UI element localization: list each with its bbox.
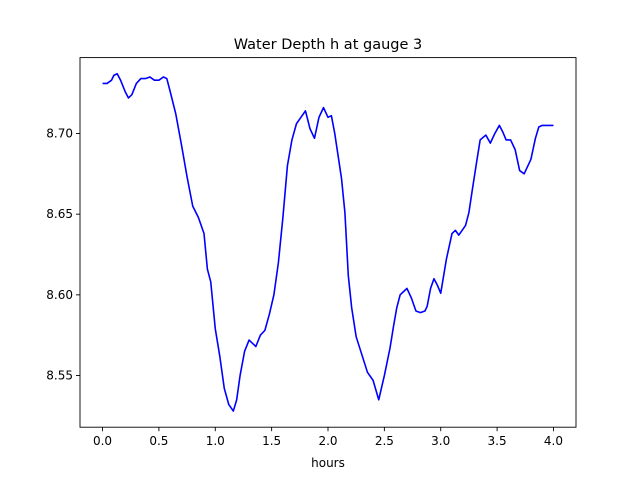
x-tick-label: 0.0 [93,434,112,448]
y-tick-label: 8.60 [46,288,73,302]
x-tick-label: 0.5 [149,434,168,448]
x-tick-label: 1.5 [262,434,281,448]
x-tick-label: 1.0 [206,434,225,448]
chart-title: Water Depth h at gauge 3 [234,37,422,53]
y-tick-label: 8.55 [46,369,73,383]
x-tick-label: 3.5 [488,434,507,448]
x-tick-label: 2.5 [375,434,394,448]
y-tick-label: 8.70 [46,126,73,140]
x-tick-label: 2.0 [318,434,337,448]
series-layer [102,72,554,412]
x-axis: 0.0 0.5 1.0 1.5 2.0 2.5 3.0 3.5 4.0 [93,427,563,448]
series-line-0 [102,72,554,412]
y-axis: 8.55 8.60 8.65 8.70 [46,126,80,383]
plot-area [80,57,576,428]
x-tick-label: 3.0 [431,434,450,448]
x-tick-label: 4.0 [544,434,563,448]
y-tick-label: 8.65 [46,207,73,221]
x-axis-label: hours [311,456,345,470]
